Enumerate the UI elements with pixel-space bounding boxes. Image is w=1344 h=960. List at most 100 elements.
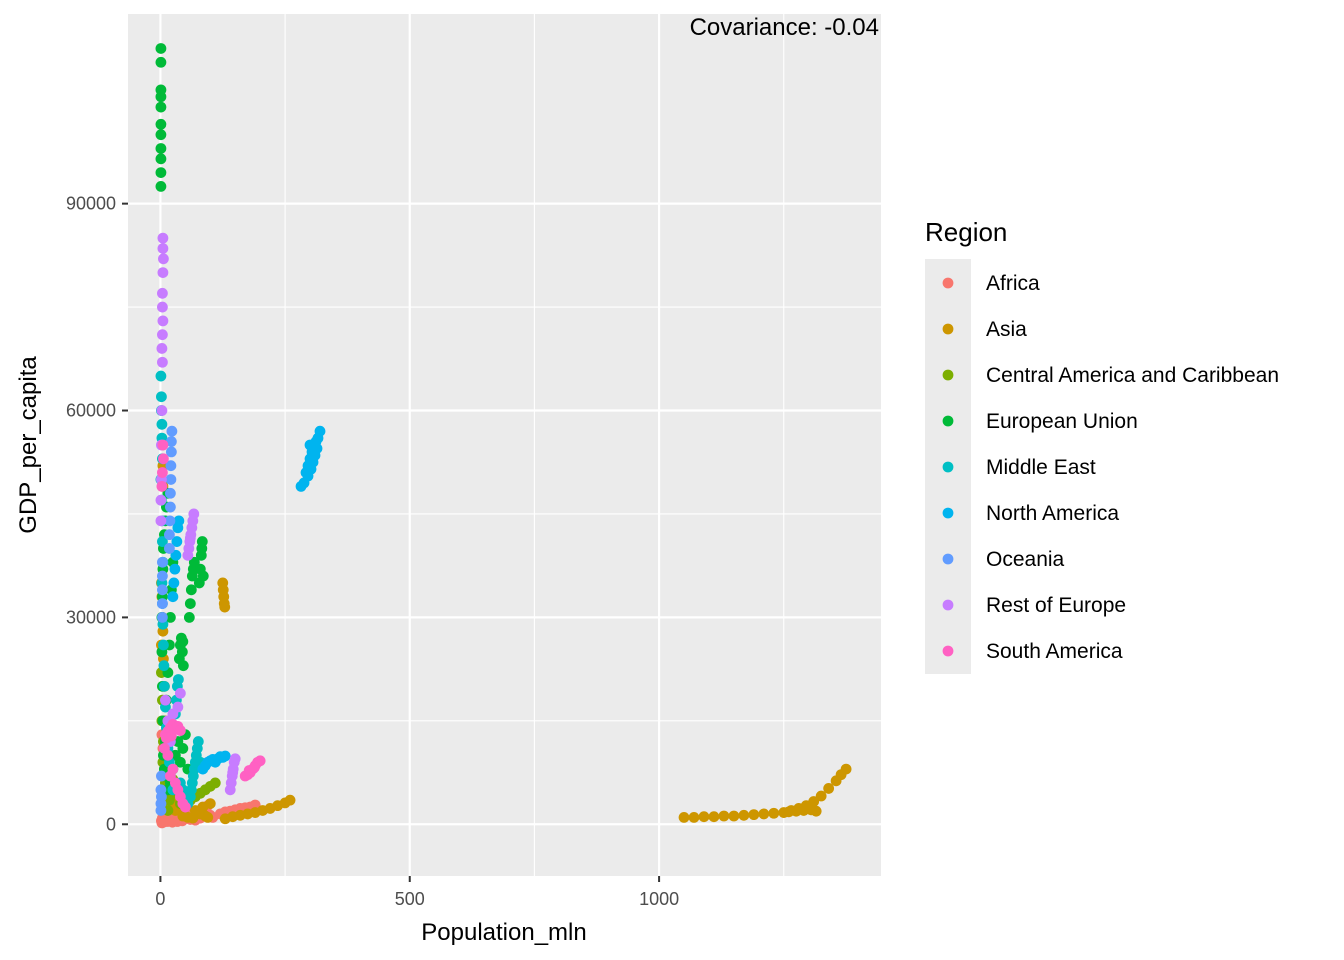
minor-gridlines (128, 14, 881, 876)
data-point (164, 515, 176, 527)
data-point (167, 591, 179, 603)
legend-item: Rest of Europe (942, 594, 1126, 617)
data-point (209, 777, 221, 789)
legend-label: Rest of Europe (986, 594, 1126, 617)
data-point (229, 753, 241, 765)
data-point (165, 460, 177, 472)
data-point (166, 425, 178, 437)
legend-label: South America (986, 640, 1123, 663)
data-point (158, 660, 170, 672)
data-point (155, 181, 167, 192)
data-point (219, 601, 231, 613)
data-point (165, 446, 177, 458)
data-point (156, 770, 167, 782)
data-point (840, 763, 852, 775)
legend-item: North America (942, 502, 1119, 525)
x-axis-ticks: 0 500 1000 (155, 876, 679, 909)
data-point (155, 129, 167, 141)
data-point (157, 570, 168, 582)
legend-key (942, 323, 954, 335)
data-point (157, 301, 168, 313)
data-point (165, 730, 177, 742)
data-point (179, 801, 191, 813)
data-point (157, 467, 168, 478)
x-axis-title: Population_mln (421, 919, 586, 946)
legend-label: Africa (986, 272, 1040, 295)
legend-key (942, 415, 954, 427)
data-point (157, 584, 168, 596)
data-point (815, 790, 827, 802)
data-point (157, 439, 169, 451)
series-north-america (167, 425, 326, 775)
data-point (157, 243, 169, 254)
data-point (768, 807, 780, 819)
data-point (304, 439, 316, 451)
data-point (248, 762, 260, 774)
data-point (748, 809, 760, 821)
data-points (155, 43, 852, 829)
y-tick-label: 0 (106, 814, 116, 834)
data-point (307, 449, 318, 461)
data-point (184, 532, 196, 544)
data-point (176, 646, 188, 658)
data-point (758, 808, 770, 820)
data-point (170, 549, 182, 561)
data-point (183, 612, 195, 623)
data-point (177, 636, 189, 647)
series-oceania (155, 425, 178, 816)
data-point (155, 84, 167, 96)
plot-panel (128, 14, 881, 876)
data-point (157, 267, 169, 278)
data-point (155, 805, 167, 816)
data-point (174, 687, 186, 699)
data-point (164, 501, 176, 513)
data-point (728, 810, 740, 822)
data-point (172, 701, 184, 713)
x-tick-label: 1000 (639, 889, 679, 909)
legend-key (942, 277, 954, 289)
legend-key (942, 369, 954, 381)
legend-item: Central America and Caribbean (942, 364, 1279, 387)
legend-key (942, 645, 954, 657)
data-point (168, 577, 180, 589)
y-tick-label: 60000 (66, 401, 116, 421)
data-point (678, 811, 690, 823)
data-point (808, 796, 820, 807)
data-point (164, 612, 176, 623)
data-point (197, 570, 209, 582)
data-point (156, 391, 167, 403)
legend-key (942, 507, 954, 519)
data-point (155, 370, 167, 382)
data-point (155, 515, 167, 527)
data-point (192, 736, 204, 747)
data-point (284, 794, 296, 806)
data-point (174, 725, 186, 736)
data-point (314, 425, 326, 437)
data-point (202, 811, 214, 823)
data-point (219, 750, 231, 762)
data-point (249, 799, 261, 811)
legend-label: Asia (986, 318, 1027, 341)
data-point (167, 763, 179, 775)
x-tick-label: 500 (395, 889, 425, 909)
data-point (155, 118, 167, 130)
data-point (155, 101, 167, 113)
legend-item: Africa (942, 272, 1040, 295)
series-south-america (156, 439, 266, 813)
data-point (177, 743, 189, 754)
y-axis-ticks: 0 30000 60000 90000 (66, 194, 128, 834)
data-point (158, 639, 169, 651)
data-point (157, 556, 168, 568)
data-point (688, 811, 700, 823)
data-point (157, 329, 168, 341)
data-point (698, 811, 710, 823)
data-point (157, 287, 168, 299)
data-point (155, 494, 167, 506)
data-point (157, 315, 169, 327)
data-point (155, 43, 167, 54)
data-point (157, 232, 169, 244)
legend-item: Asia (942, 318, 1027, 341)
data-point (160, 694, 171, 706)
legend-item: European Union (942, 410, 1138, 433)
